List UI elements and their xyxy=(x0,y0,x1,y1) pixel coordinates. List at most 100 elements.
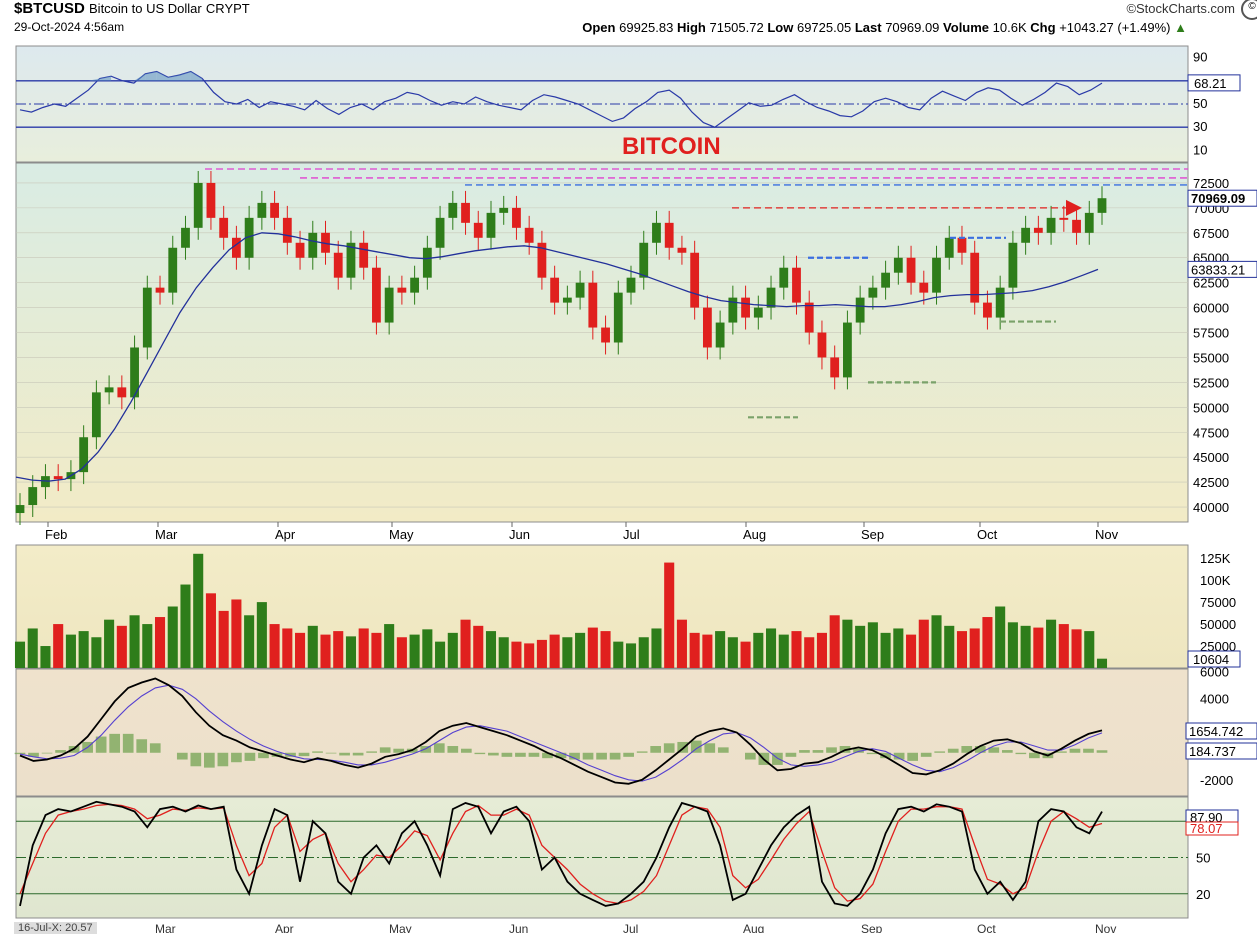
price-candle xyxy=(435,217,445,248)
macd-histogram-bar xyxy=(1083,748,1094,753)
price-candle xyxy=(117,387,127,398)
volume-bar xyxy=(1033,627,1044,668)
volume-bar xyxy=(524,643,535,668)
macd-histogram-bar xyxy=(244,752,256,761)
macd-histogram-bar xyxy=(623,752,634,757)
volume-bar xyxy=(1007,622,1018,668)
price-candle xyxy=(333,252,343,278)
macd-last-box xyxy=(1185,722,1257,740)
macd-histogram-bar xyxy=(28,752,39,757)
macd-histogram-bar xyxy=(109,733,121,753)
price-candle xyxy=(817,332,827,358)
macd-histogram-bar xyxy=(528,752,540,757)
macd-histogram-bar xyxy=(460,748,472,753)
rsi-tick-50: 50 xyxy=(1193,96,1207,111)
macd-histogram-bar xyxy=(663,743,675,753)
volume-bar xyxy=(956,631,968,668)
macd-histogram-bar xyxy=(880,752,891,759)
volume-bar xyxy=(702,634,713,668)
volume-tick-125K: 125K xyxy=(1200,551,1231,566)
price-candle xyxy=(983,302,992,318)
volume-bar xyxy=(320,634,331,668)
x-tick-label-bottom-Apr: Apr xyxy=(275,922,294,933)
symbol: $BTCUSD Bitcoin to US Dollar CRYPT xyxy=(14,0,250,17)
volume-bar xyxy=(944,625,955,668)
macd-histogram-bar xyxy=(312,751,323,753)
volume-bar xyxy=(396,637,407,668)
macd-histogram-bar xyxy=(636,751,648,753)
volume-bar xyxy=(104,619,115,668)
price-candle xyxy=(1072,219,1081,233)
macd-histogram-bar xyxy=(1001,750,1013,753)
price-candle xyxy=(270,202,279,218)
volume-bar xyxy=(727,637,738,668)
price-candle xyxy=(130,347,139,398)
x-tick-label-Oct: Oct xyxy=(977,527,998,542)
up-arrow-icon: ▲ xyxy=(1174,20,1187,35)
price-candle xyxy=(575,282,585,298)
macd-histogram-bar xyxy=(55,750,66,753)
macd-histogram-bar xyxy=(650,746,662,753)
macd-histogram-bar xyxy=(298,752,310,757)
volume-bar xyxy=(587,627,598,668)
x-tick-label-Apr: Apr xyxy=(275,527,296,542)
price-candle xyxy=(779,267,789,288)
open-value: 69925.83 xyxy=(619,20,674,35)
sto-tick-50: 50 xyxy=(1196,851,1210,866)
volume-bar xyxy=(549,634,560,668)
rsi-overbought-fill xyxy=(88,78,100,81)
x-tick-label-Mar: Mar xyxy=(155,527,178,542)
macd-histogram-bar xyxy=(14,752,26,755)
volume-bar xyxy=(409,634,420,668)
price-candle xyxy=(906,257,916,283)
macd-histogram-bar xyxy=(826,747,837,753)
rsi-overbought-fill xyxy=(133,73,146,81)
copyright-icon: © xyxy=(1241,0,1257,20)
volume-bar xyxy=(600,631,611,668)
macd-histogram-bar xyxy=(352,752,364,756)
volume-tick-100K: 100K xyxy=(1200,573,1231,588)
rsi-overbought-fill xyxy=(99,76,112,81)
volume-bar xyxy=(205,593,216,668)
price-candle xyxy=(384,287,394,323)
volume-bar xyxy=(485,631,497,668)
change-value: +1043.27 (+1.49%) xyxy=(1059,20,1171,35)
x-tick-label-Jul: Jul xyxy=(623,527,640,542)
macd-signal-line xyxy=(19,684,1103,782)
macd-tick--2000: -2000 xyxy=(1200,773,1233,788)
price-candle xyxy=(715,322,725,348)
last-value: 70969.09 xyxy=(885,20,940,35)
price-tick-47500: 47500 xyxy=(1193,425,1229,440)
macd-histogram-bar xyxy=(176,752,188,760)
price-candle xyxy=(970,252,980,303)
macd-histogram-bar xyxy=(609,752,621,760)
volume-last-label: 10604 xyxy=(1193,652,1229,667)
price-candle xyxy=(410,277,420,293)
macd-histogram-bar xyxy=(325,752,337,754)
macd-histogram-bar xyxy=(339,752,350,756)
volume-value: 10.6K xyxy=(992,20,1027,35)
macd-histogram-bar xyxy=(95,736,107,753)
volume-bar xyxy=(829,615,840,668)
macd-histogram-bar xyxy=(379,747,391,753)
volume-bar xyxy=(65,634,76,668)
macd-histogram-bar xyxy=(772,752,783,765)
volume-bar xyxy=(358,628,369,668)
price-candle xyxy=(1059,217,1069,220)
high-value: 71505.72 xyxy=(709,20,764,35)
macd-histogram-bar xyxy=(420,746,432,753)
volume-bar xyxy=(638,637,649,668)
macd-histogram-bar xyxy=(717,747,729,753)
volume-bar xyxy=(129,615,140,668)
price-candle xyxy=(702,307,712,348)
volume-bar xyxy=(804,637,815,668)
bitcoin-annotation: BITCOIN xyxy=(622,133,721,160)
volume-bar xyxy=(740,641,751,668)
volume-last-box xyxy=(1187,650,1241,668)
sto-tick-20: 20 xyxy=(1196,887,1210,902)
brand-logo: ©StockCharts.com xyxy=(1126,1,1235,16)
macd-hist-label: 184.737 xyxy=(1189,744,1236,759)
volume-bar xyxy=(676,619,687,668)
x-tick-label-bottom-Mar: Mar xyxy=(155,922,176,933)
macd-histogram-bar xyxy=(596,752,607,760)
